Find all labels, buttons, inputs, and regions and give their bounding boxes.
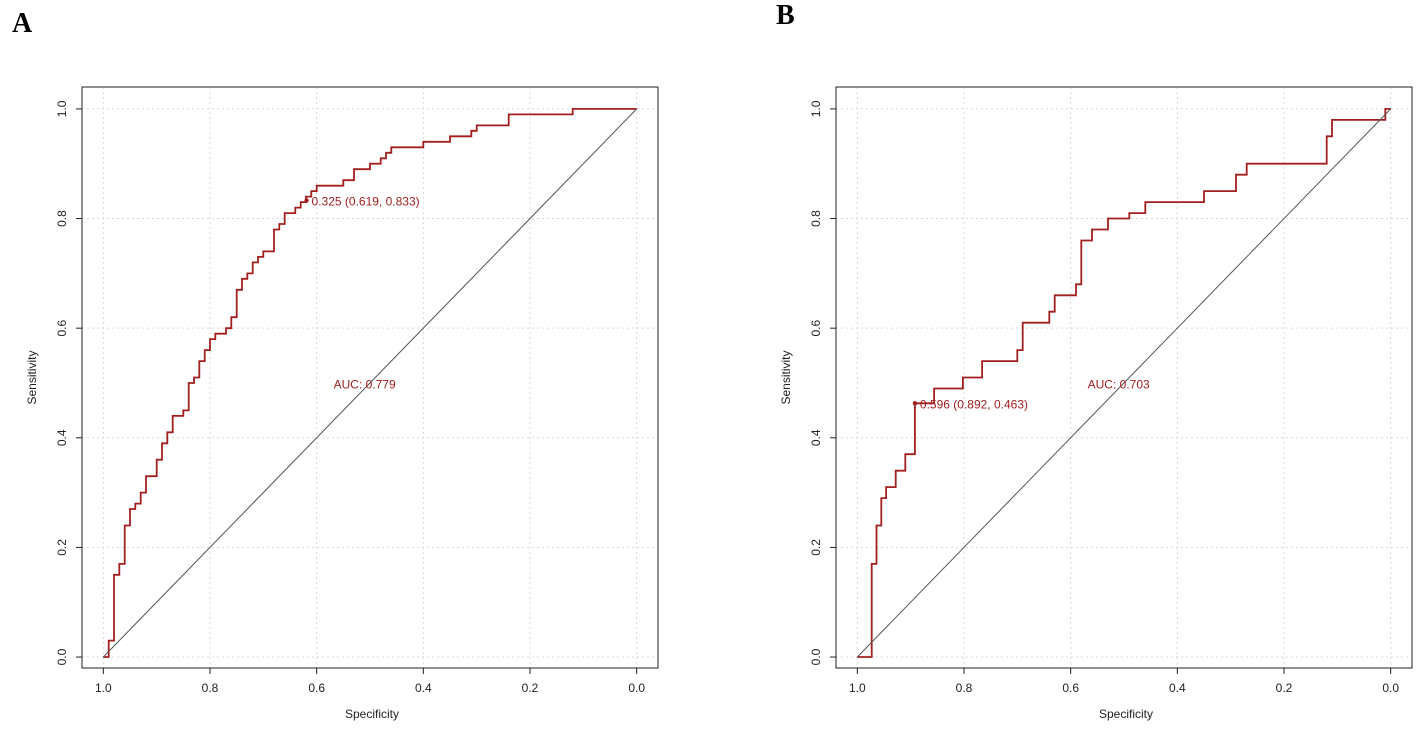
y-tick-label: 0.8 bbox=[55, 210, 69, 227]
threshold-label: 0.596 (0.892, 0.463) bbox=[920, 397, 1028, 411]
x-tick-label: 0.0 bbox=[628, 681, 645, 695]
y-tick-label: 1.0 bbox=[809, 100, 823, 117]
x-tick-label: 0.0 bbox=[1382, 681, 1399, 695]
x-axis-title: Specificity bbox=[1099, 707, 1153, 721]
threshold-point bbox=[304, 198, 309, 203]
x-tick-label: 0.6 bbox=[308, 681, 325, 695]
x-tick-label: 1.0 bbox=[95, 681, 112, 695]
panel-letter-b: B bbox=[776, 0, 795, 31]
y-tick-label: 0.6 bbox=[55, 320, 69, 337]
y-tick-label: 0.4 bbox=[809, 429, 823, 446]
x-tick-label: 0.8 bbox=[956, 681, 973, 695]
y-tick-label: 0.6 bbox=[809, 320, 823, 337]
x-tick-label: 0.4 bbox=[415, 681, 432, 695]
y-tick-label: 0.0 bbox=[55, 648, 69, 665]
auc-label: AUC: 0.703 bbox=[1088, 377, 1150, 391]
panel-letter-a: A bbox=[12, 8, 33, 39]
reference-diagonal-line bbox=[102, 108, 638, 658]
y-tick-label: 1.0 bbox=[55, 100, 69, 117]
y-tick-label: 0.0 bbox=[809, 648, 823, 665]
x-tick-label: 0.6 bbox=[1062, 681, 1079, 695]
roc-curve-line bbox=[857, 108, 1391, 658]
roc-chart-b: 1.0 0.8 0.6 0.4 0.2 0.0 0.0 0.2 0.4 0.6 0.8 1.0 Spec… bbox=[779, 86, 1413, 721]
y-tick-label: 0.8 bbox=[809, 210, 823, 227]
x-axis-title: Specificity bbox=[345, 707, 399, 721]
x-tick-label: 0.8 bbox=[202, 681, 219, 695]
plot-frame bbox=[81, 86, 659, 669]
x-tick-label: 0.4 bbox=[1169, 681, 1186, 695]
roc-chart-a: 1.0 0.8 0.6 0.4 0.2 0.0 0.0 0.2 0.4 0.6 0.8 1.0 Spec… bbox=[25, 86, 659, 721]
y-tick-label: 0.4 bbox=[55, 429, 69, 446]
x-tick-label: 1.0 bbox=[849, 681, 866, 695]
y-tick-label: 0.2 bbox=[809, 539, 823, 556]
reference-diagonal-line bbox=[856, 108, 1392, 658]
plot-frame bbox=[835, 86, 1413, 669]
threshold-label: 0.325 (0.619, 0.833) bbox=[312, 194, 420, 208]
x-tick-label: 0.2 bbox=[1276, 681, 1293, 695]
auc-label: AUC: 0.779 bbox=[334, 377, 396, 391]
y-axis-title: Sensitivity bbox=[779, 350, 793, 404]
y-axis-title: Sensitivity bbox=[25, 350, 39, 404]
roc-curve-line bbox=[103, 108, 637, 658]
threshold-point bbox=[912, 401, 918, 406]
x-tick-label: 0.2 bbox=[522, 681, 539, 695]
y-tick-label: 0.2 bbox=[55, 539, 69, 556]
